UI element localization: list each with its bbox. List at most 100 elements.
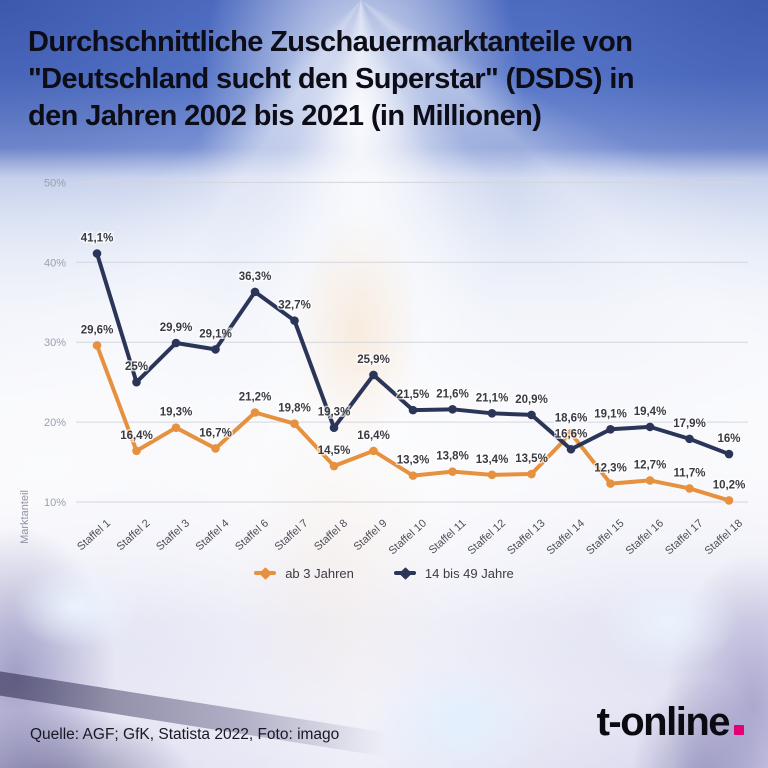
data-point-ab-3-jahren [685, 484, 694, 493]
data-point-ab-3-jahren [250, 408, 260, 417]
data-point-label: 21,1% [476, 392, 509, 404]
data-point-label: 14,5% [318, 445, 351, 457]
series-line-14-bis-49-jahre [95, 251, 731, 457]
data-point-label: 16,7% [199, 427, 232, 439]
data-point-ab-3-jahren [487, 470, 497, 480]
title-line-3: den Jahren 2002 bis 2021 (in Millionen) [28, 100, 542, 132]
data-point-ab-3-jahren [606, 479, 615, 488]
data-point-14-bis-49-jahre [290, 316, 299, 325]
data-point-ab-3-jahren [92, 341, 102, 350]
data-point-label: 10,2% [713, 479, 746, 491]
title-line-2: "Deutschland sucht den Superstar" (DSDS)… [28, 63, 635, 95]
data-point-ab-3-jahren [566, 428, 576, 438]
data-point-14-bis-49-jahre [685, 434, 694, 444]
page-title: Durchschnittliche Zuschauermarktanteile … [28, 24, 750, 135]
data-point-label: 13,4% [476, 454, 509, 466]
t-online-logo-dot-icon [734, 725, 744, 735]
y-tick-label: 20% [44, 417, 66, 429]
data-point-label: 13,5% [515, 453, 548, 465]
x-tick-label: Staffel 10 [387, 517, 429, 557]
data-point-label: 19,3% [318, 407, 351, 419]
y-tick-label: 30% [44, 337, 66, 349]
data-point-label: 18,6% [555, 412, 588, 424]
data-point-label: 29,9% [160, 322, 193, 334]
data-point-ab-3-jahren [408, 471, 418, 480]
data-point-label: 29,1% [199, 328, 232, 340]
data-point-ab-3-jahren [329, 461, 339, 471]
y-tick-label: 40% [44, 257, 66, 269]
data-point-label: 13,3% [397, 455, 430, 467]
x-tick-label: Staffel 9 [352, 517, 390, 553]
legend-item-ab-3-jahren: ab 3 Jahren [254, 566, 354, 581]
x-tick-label: Staffel 16 [624, 517, 666, 557]
data-point-label: 12,7% [634, 459, 667, 471]
line-chart: 50% 40% 30% 20% 10% Marktanteil Staffel 1 Staff… [0, 172, 768, 572]
legend-label: ab 3 Jahren [285, 565, 354, 581]
data-point-ab-3-jahren [448, 467, 457, 476]
data-point-label: 32,7% [278, 300, 311, 312]
chart-canvas: 50%40%30%20%10%Marktanteil Staffel 1 Staff… [19, 177, 748, 557]
data-point-14-bis-49-jahre [369, 370, 378, 380]
x-tick-label: Staffel 15 [584, 517, 626, 557]
legend-marker-icon [393, 571, 416, 575]
x-tick-label: Staffel 3 [154, 517, 192, 553]
x-tick-label: Staffel 2 [115, 517, 153, 553]
data-point-14-bis-49-jahre [487, 409, 497, 418]
data-point-ab-3-jahren [171, 423, 181, 432]
data-point-label: 19,8% [278, 403, 311, 415]
legend-label: 14 bis 49 Jahre [424, 565, 514, 581]
data-point-14-bis-49-jahre [211, 345, 220, 354]
data-point-14-bis-49-jahre [527, 410, 536, 420]
data-point-ab-3-jahren [645, 476, 655, 485]
data-point-14-bis-49-jahre [408, 405, 418, 415]
data-point-ab-3-jahren [211, 444, 220, 453]
data-point-14-bis-49-jahre [250, 287, 260, 297]
data-point-label: 41,1% [81, 233, 114, 245]
data-point-ab-3-jahren [290, 419, 299, 428]
x-tick-label: Staffel 8 [312, 517, 350, 553]
data-point-label: 25,9% [357, 354, 390, 366]
legend-marker-icon [254, 571, 277, 575]
legend-item-14-bis-49-jahre: 14 bis 49 Jahre [393, 565, 514, 581]
data-point-ab-3-jahren [132, 446, 141, 456]
chart-legend: ab 3 Jahren 14 bis 49 Jahre [0, 561, 768, 585]
data-point-label: 20,9% [515, 394, 548, 406]
data-point-label: 16,4% [357, 430, 390, 442]
data-point-label: 13,8% [436, 451, 469, 463]
data-point-14-bis-49-jahre [606, 424, 615, 434]
data-point-label: 36,3% [239, 271, 272, 283]
title-line-1: Durchschnittliche Zuschauermarktanteile … [28, 26, 633, 58]
x-tick-label: Staffel 6 [233, 517, 271, 553]
data-point-14-bis-49-jahre [329, 423, 339, 432]
y-tick-label: 50% [44, 177, 66, 189]
x-tick-label: Staffel 11 [427, 517, 469, 556]
data-point-14-bis-49-jahre [92, 249, 102, 258]
source-caption: Quelle: AGF; GfK, Statista 2022, Foto: i… [30, 726, 340, 743]
data-point-ab-3-jahren [369, 446, 378, 456]
x-tick-label: Staffel 1 [75, 517, 113, 553]
data-point-label: 12,3% [594, 463, 627, 475]
t-online-logo: t-online [597, 700, 744, 745]
x-tick-label: Staffel 13 [505, 517, 547, 557]
x-tick-label: Staffel 18 [703, 517, 745, 557]
data-point-label: 11,7% [674, 467, 706, 479]
data-point-label: 16,4% [120, 430, 153, 442]
data-point-label: 19,4% [634, 406, 667, 418]
data-point-label: 21,2% [239, 392, 272, 404]
data-point-14-bis-49-jahre [448, 405, 457, 414]
data-point-label: 21,5% [397, 389, 430, 401]
data-point-label: 17,9% [673, 418, 706, 430]
x-tick-label: Staffel 7 [273, 517, 311, 553]
data-point-14-bis-49-jahre [724, 449, 734, 459]
x-tick-label: Staffel 4 [194, 517, 232, 553]
x-tick-label: Staffel 12 [466, 517, 508, 557]
y-axis-title: Marktanteil [19, 490, 31, 544]
data-point-label: 19,3% [160, 407, 193, 419]
data-point-label: 16% [717, 433, 740, 445]
data-point-ab-3-jahren [527, 469, 536, 479]
data-point-ab-3-jahren [724, 496, 734, 505]
x-tick-label: Staffel 14 [545, 517, 587, 557]
data-point-14-bis-49-jahre [171, 338, 181, 348]
data-point-14-bis-49-jahre [566, 444, 576, 454]
x-tick-label: Staffel 17 [663, 517, 705, 557]
